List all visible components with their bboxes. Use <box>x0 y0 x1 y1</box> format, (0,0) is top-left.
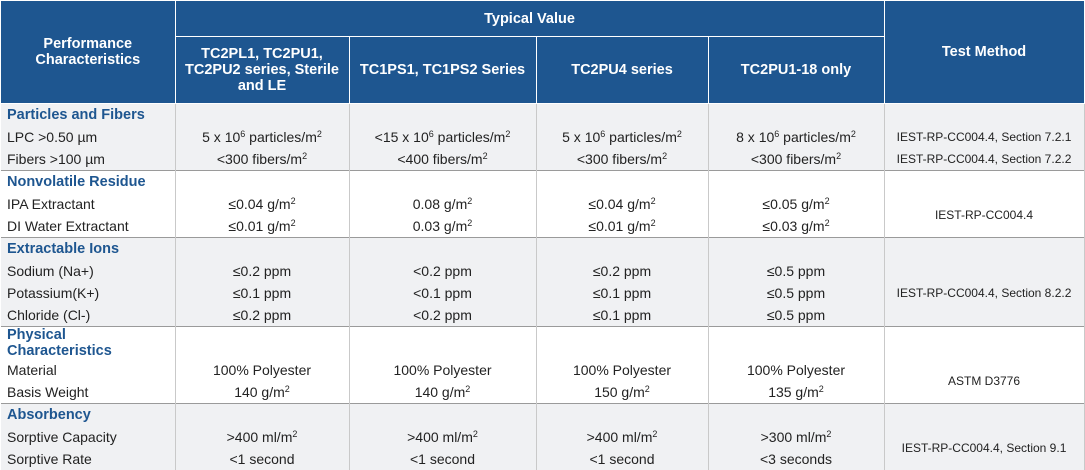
table-row: Sodium (Na+) ≤0.2 ppm <0.2 ppm ≤0.2 ppm … <box>1 260 1085 327</box>
cell-value: ≤0.2 ppm <box>535 260 709 282</box>
cell-value: 5 x 106 particles/m2 <box>535 126 709 148</box>
cell-value: 135 g/m2 <box>707 381 885 404</box>
cell-value: ≤0.5 ppm <box>707 260 885 282</box>
cell-value: ≤0.01 g/m2 <box>174 215 350 238</box>
cell-value: <1 second <box>348 448 537 470</box>
table-row: Sorptive Capacity >400 ml/m2 >400 ml/m2 … <box>1 426 1085 470</box>
cell-value: ≤0.1 ppm <box>535 304 709 327</box>
test-method-cell: ASTM D3776 <box>883 359 1085 404</box>
performance-characteristics-header: Performance Characteristics <box>1 0 176 104</box>
row-label: Basis Weight <box>1 381 176 404</box>
row-label: Chloride (Cl-) <box>1 304 176 327</box>
cell-value: <0.2 ppm <box>348 260 537 282</box>
typical-value-header: Typical Value <box>174 0 885 37</box>
cell-value: 0.08 g/m2 <box>348 193 537 215</box>
table-row: Material 100% Polyester 100% Polyester 1… <box>1 359 1085 404</box>
column-header-tc2pl1: TC2PL1, TC2PU1, TC2PU2 series, Sterile a… <box>174 36 350 104</box>
cell-value: <15 x 106 particles/m2 <box>348 126 537 148</box>
cell-value: <300 fibers/m2 <box>535 148 709 171</box>
cell-value: <3 seconds <box>707 448 885 470</box>
cell-value: ≤0.2 ppm <box>174 304 350 327</box>
cell-value: ≤0.01 g/m2 <box>535 215 709 238</box>
cell-value: <1 second <box>174 448 350 470</box>
row-label: DI Water Extractant <box>1 215 176 238</box>
cell-value: <400 fibers/m2 <box>348 148 537 171</box>
cell-value: 100% Polyester <box>535 359 709 381</box>
section-title-particles: Particles and Fibers <box>1 103 176 126</box>
test-method-cell: IEST-RP-CC004.4, Section 9.1 <box>883 426 1085 470</box>
cell-value: 0.03 g/m2 <box>348 215 537 238</box>
row-label: IPA Extractant <box>1 193 176 215</box>
section-title-physical-characteristics: Physical Characteristics <box>1 326 176 359</box>
cell-value: 100% Polyester <box>707 359 885 381</box>
cell-value: >400 ml/m2 <box>174 426 350 448</box>
cell-value: ≤0.5 ppm <box>707 304 885 327</box>
cell-value: 150 g/m2 <box>535 381 709 404</box>
cell-value: ≤0.04 g/m2 <box>535 193 709 215</box>
section-title-extractable-ions: Extractable Ions <box>1 237 176 260</box>
row-label: LPC >0.50 µm <box>1 126 176 148</box>
cell-value: ≤0.03 g/m2 <box>707 215 885 238</box>
cell-value: <300 fibers/m2 <box>174 148 350 171</box>
row-label: Potassium(K+) <box>1 282 176 304</box>
column-header-tc1ps1: TC1PS1, TC1PS2 Series <box>348 36 537 104</box>
cell-value: 100% Polyester <box>174 359 350 381</box>
test-method-cell: IEST-RP-CC004.4 <box>883 193 1085 238</box>
column-header-tc2pu1-18: TC2PU1-18 only <box>707 36 885 104</box>
cell-value: ≤0.2 ppm <box>174 260 350 282</box>
table-row: Fibers >100 µm <300 fibers/m2 <400 fiber… <box>1 148 1085 171</box>
test-method-cell: IEST-RP-CC004.4, Section 7.2.2 <box>883 148 1085 171</box>
test-method-cell: IEST-RP-CC004.4, Section 8.2.2 <box>883 260 1085 327</box>
cell-value: <300 fibers/m2 <box>707 148 885 171</box>
cell-value: 140 g/m2 <box>348 381 537 404</box>
cell-value: ≤0.5 ppm <box>707 282 885 304</box>
cell-value: ≤0.04 g/m2 <box>174 193 350 215</box>
section-title-absorbency: Absorbency <box>1 403 176 426</box>
test-method-header: Test Method <box>883 0 1085 104</box>
cell-value: <0.1 ppm <box>348 282 537 304</box>
cell-value: 140 g/m2 <box>174 381 350 404</box>
row-label: Fibers >100 µm <box>1 148 176 171</box>
test-method-cell: IEST-RP-CC004.4, Section 7.2.1 <box>883 126 1085 148</box>
table-row: Potassium(K+) ≤0.1 ppm <0.1 ppm ≤0.1 ppm… <box>1 282 1084 304</box>
cell-value: >400 ml/m2 <box>535 426 709 448</box>
table-row: LPC >0.50 µm 5 x 106 particles/m2 <15 x … <box>1 126 1085 148</box>
cell-value: ≤0.05 g/m2 <box>707 193 885 215</box>
row-label: Sodium (Na+) <box>1 260 176 282</box>
cell-value: ≤0.1 ppm <box>174 282 350 304</box>
row-label: Sorptive Capacity <box>1 426 176 448</box>
cell-value: <0.2 ppm <box>348 304 537 327</box>
table-row: DI Water Extractant ≤0.01 g/m2 0.03 g/m2… <box>1 215 1084 238</box>
column-header-tc2pu4: TC2PU4 series <box>535 36 709 104</box>
table-row: Basis Weight 140 g/m2 140 g/m2 150 g/m2 … <box>1 381 1084 404</box>
cell-value: 5 x 106 particles/m2 <box>174 126 350 148</box>
cell-value: ≤0.1 ppm <box>535 282 709 304</box>
cell-value: 100% Polyester <box>348 359 537 381</box>
section-title-nonvolatile-residue: Nonvolatile Residue <box>1 170 176 193</box>
cell-value: <1 second <box>535 448 709 470</box>
cell-value: >400 ml/m2 <box>348 426 537 448</box>
table-row: IPA Extractant ≤0.04 g/m2 0.08 g/m2 ≤0.0… <box>1 193 1085 238</box>
cell-value: 8 x 106 particles/m2 <box>707 126 885 148</box>
row-label: Material <box>1 359 176 381</box>
cell-value: >300 ml/m2 <box>707 426 885 448</box>
row-label: Sorptive Rate <box>1 448 176 470</box>
table-row: Chloride (Cl-) ≤0.2 ppm <0.2 ppm ≤0.1 pp… <box>1 304 1084 327</box>
